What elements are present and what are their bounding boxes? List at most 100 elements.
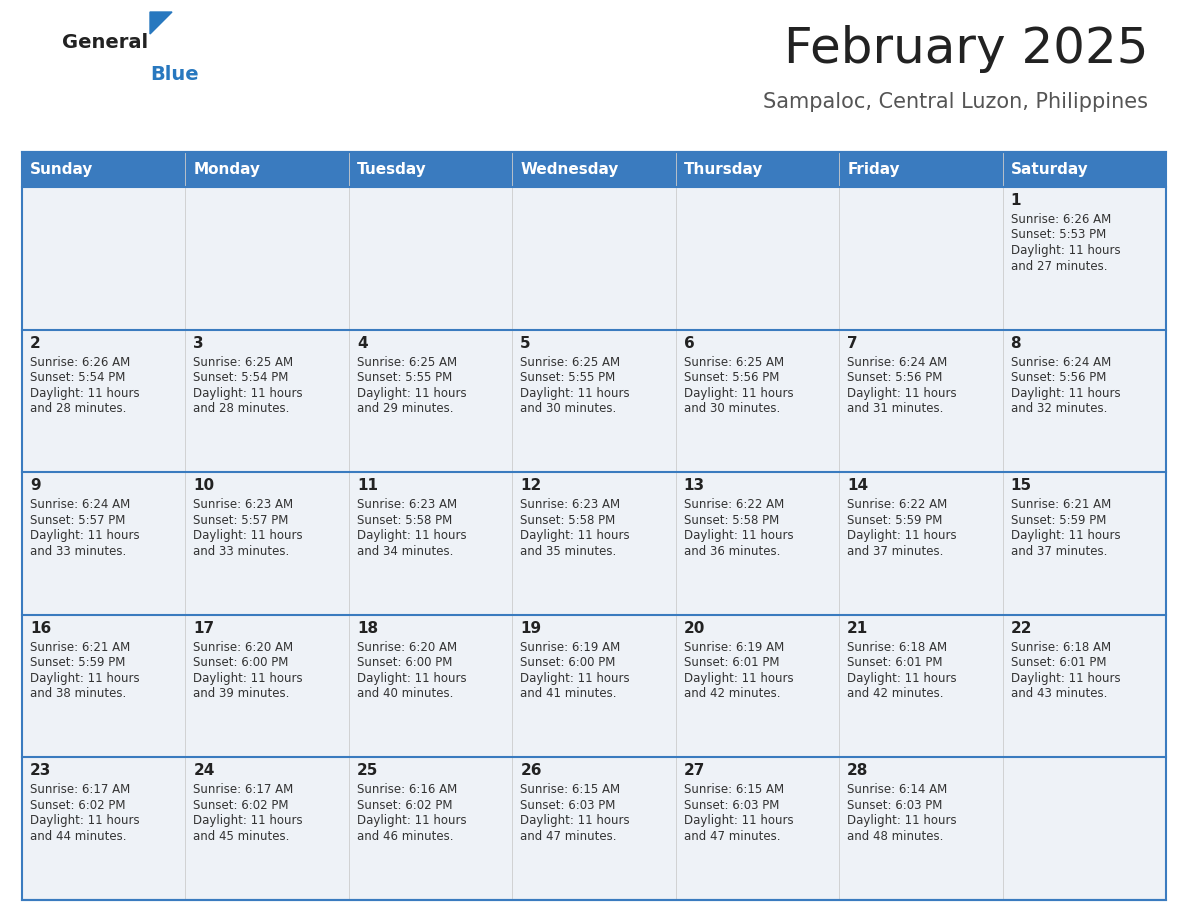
Text: Daylight: 11 hours: Daylight: 11 hours — [1011, 672, 1120, 685]
Text: and 27 minutes.: and 27 minutes. — [1011, 260, 1107, 273]
Text: Sunset: 5:56 PM: Sunset: 5:56 PM — [847, 371, 942, 384]
Text: Daylight: 11 hours: Daylight: 11 hours — [847, 529, 956, 543]
Text: 24: 24 — [194, 764, 215, 778]
Text: Daylight: 11 hours: Daylight: 11 hours — [356, 529, 467, 543]
Text: and 42 minutes.: and 42 minutes. — [684, 688, 781, 700]
Text: Sunrise: 6:25 AM: Sunrise: 6:25 AM — [356, 355, 457, 369]
Text: Sunrise: 6:24 AM: Sunrise: 6:24 AM — [30, 498, 131, 511]
Text: Daylight: 11 hours: Daylight: 11 hours — [847, 386, 956, 399]
Text: and 44 minutes.: and 44 minutes. — [30, 830, 126, 843]
Text: Daylight: 11 hours: Daylight: 11 hours — [847, 814, 956, 827]
Text: Thursday: Thursday — [684, 162, 763, 177]
Text: 16: 16 — [30, 621, 51, 636]
Text: Sunset: 6:03 PM: Sunset: 6:03 PM — [520, 799, 615, 812]
Bar — [512, 187, 676, 330]
Text: Daylight: 11 hours: Daylight: 11 hours — [684, 386, 794, 399]
Text: Sunset: 5:54 PM: Sunset: 5:54 PM — [194, 371, 289, 384]
Text: Sunset: 5:56 PM: Sunset: 5:56 PM — [684, 371, 779, 384]
Text: 7: 7 — [847, 336, 858, 351]
Text: and 30 minutes.: and 30 minutes. — [684, 402, 781, 415]
Bar — [185, 615, 349, 757]
Bar — [512, 330, 676, 472]
Text: Sunset: 5:55 PM: Sunset: 5:55 PM — [356, 371, 453, 384]
Text: Daylight: 11 hours: Daylight: 11 hours — [1011, 529, 1120, 543]
Text: Daylight: 11 hours: Daylight: 11 hours — [520, 672, 630, 685]
Text: and 30 minutes.: and 30 minutes. — [520, 402, 617, 415]
Bar — [839, 615, 1003, 757]
Text: and 28 minutes.: and 28 minutes. — [30, 402, 126, 415]
Text: Saturday: Saturday — [1011, 162, 1088, 177]
Bar — [185, 757, 349, 900]
Text: Daylight: 11 hours: Daylight: 11 hours — [684, 672, 794, 685]
Text: 25: 25 — [356, 764, 378, 778]
Bar — [23, 152, 185, 187]
Text: Sunrise: 6:21 AM: Sunrise: 6:21 AM — [1011, 498, 1111, 511]
Text: Sunrise: 6:19 AM: Sunrise: 6:19 AM — [520, 641, 620, 654]
Text: and 36 minutes.: and 36 minutes. — [684, 544, 781, 558]
Text: 23: 23 — [30, 764, 51, 778]
Text: 21: 21 — [847, 621, 868, 636]
Text: Sunrise: 6:15 AM: Sunrise: 6:15 AM — [684, 783, 784, 797]
Bar — [676, 472, 839, 615]
Text: Daylight: 11 hours: Daylight: 11 hours — [356, 386, 467, 399]
Text: and 34 minutes.: and 34 minutes. — [356, 544, 454, 558]
Text: Tuesday: Tuesday — [356, 162, 426, 177]
Text: Sunrise: 6:25 AM: Sunrise: 6:25 AM — [684, 355, 784, 369]
Text: Daylight: 11 hours: Daylight: 11 hours — [30, 386, 140, 399]
Bar — [349, 330, 512, 472]
Bar — [676, 757, 839, 900]
Text: and 45 minutes.: and 45 minutes. — [194, 830, 290, 843]
Bar — [349, 615, 512, 757]
Text: Sunday: Sunday — [30, 162, 94, 177]
Text: Sunset: 5:59 PM: Sunset: 5:59 PM — [1011, 514, 1106, 527]
Bar — [185, 472, 349, 615]
Text: 6: 6 — [684, 336, 695, 351]
Text: 3: 3 — [194, 336, 204, 351]
Text: Sunset: 5:59 PM: Sunset: 5:59 PM — [847, 514, 942, 527]
Text: Sunset: 5:57 PM: Sunset: 5:57 PM — [30, 514, 126, 527]
Bar — [349, 757, 512, 900]
Text: and 43 minutes.: and 43 minutes. — [1011, 688, 1107, 700]
Text: Sunset: 6:01 PM: Sunset: 6:01 PM — [847, 656, 942, 669]
Bar — [676, 615, 839, 757]
Text: Sunrise: 6:25 AM: Sunrise: 6:25 AM — [520, 355, 620, 369]
Text: 14: 14 — [847, 478, 868, 493]
Text: Sunset: 5:54 PM: Sunset: 5:54 PM — [30, 371, 126, 384]
Text: Sunset: 6:00 PM: Sunset: 6:00 PM — [356, 656, 453, 669]
Text: Sunset: 5:55 PM: Sunset: 5:55 PM — [520, 371, 615, 384]
Text: 2: 2 — [30, 336, 40, 351]
Text: and 47 minutes.: and 47 minutes. — [520, 830, 617, 843]
Text: Daylight: 11 hours: Daylight: 11 hours — [30, 529, 140, 543]
Text: Sunrise: 6:18 AM: Sunrise: 6:18 AM — [847, 641, 947, 654]
Bar — [23, 757, 185, 900]
Text: and 28 minutes.: and 28 minutes. — [194, 402, 290, 415]
Bar — [512, 615, 676, 757]
Text: 17: 17 — [194, 621, 215, 636]
Text: and 29 minutes.: and 29 minutes. — [356, 402, 454, 415]
Text: 8: 8 — [1011, 336, 1022, 351]
Bar — [349, 187, 512, 330]
Bar — [512, 757, 676, 900]
Text: Sunrise: 6:26 AM: Sunrise: 6:26 AM — [1011, 213, 1111, 226]
Text: 4: 4 — [356, 336, 367, 351]
Text: Sunrise: 6:18 AM: Sunrise: 6:18 AM — [1011, 641, 1111, 654]
Text: and 31 minutes.: and 31 minutes. — [847, 402, 943, 415]
Bar — [839, 472, 1003, 615]
Text: Sunset: 6:01 PM: Sunset: 6:01 PM — [1011, 656, 1106, 669]
Text: Sunrise: 6:24 AM: Sunrise: 6:24 AM — [1011, 355, 1111, 369]
Text: and 48 minutes.: and 48 minutes. — [847, 830, 943, 843]
Text: Sunrise: 6:20 AM: Sunrise: 6:20 AM — [194, 641, 293, 654]
Text: Daylight: 11 hours: Daylight: 11 hours — [684, 814, 794, 827]
Text: Sunset: 5:53 PM: Sunset: 5:53 PM — [1011, 229, 1106, 241]
Text: and 37 minutes.: and 37 minutes. — [1011, 544, 1107, 558]
Text: 12: 12 — [520, 478, 542, 493]
Text: Sunset: 6:02 PM: Sunset: 6:02 PM — [194, 799, 289, 812]
Text: Sunrise: 6:23 AM: Sunrise: 6:23 AM — [356, 498, 457, 511]
Text: Daylight: 11 hours: Daylight: 11 hours — [194, 814, 303, 827]
Bar — [1003, 187, 1165, 330]
Text: Sunrise: 6:23 AM: Sunrise: 6:23 AM — [520, 498, 620, 511]
Text: Sunset: 5:58 PM: Sunset: 5:58 PM — [520, 514, 615, 527]
Bar — [676, 152, 839, 187]
Text: and 35 minutes.: and 35 minutes. — [520, 544, 617, 558]
Text: and 32 minutes.: and 32 minutes. — [1011, 402, 1107, 415]
